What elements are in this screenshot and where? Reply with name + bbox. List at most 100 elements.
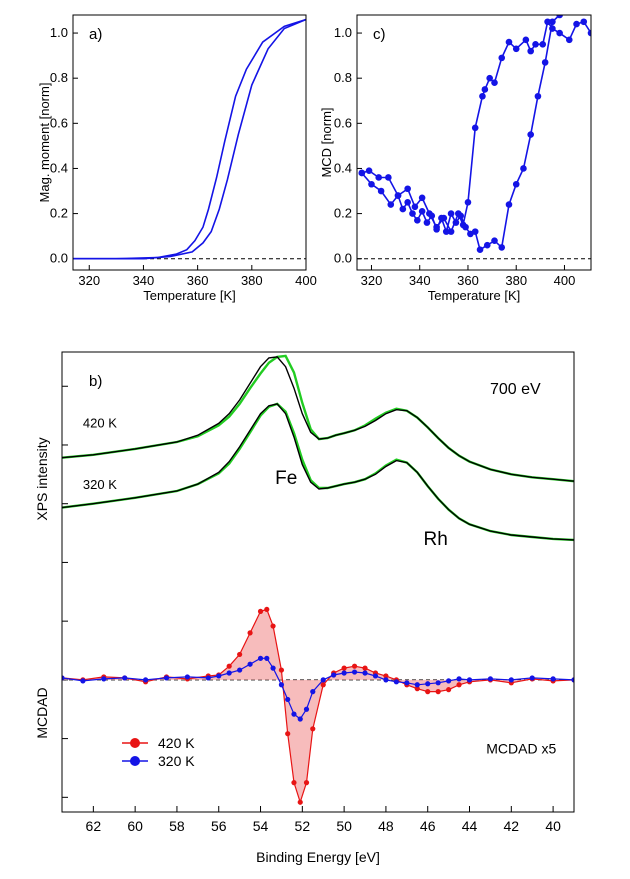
x-tick-label-320: 320 [78, 273, 100, 288]
xps-420-k-black-line [62, 356, 574, 482]
point-heating [428, 212, 436, 220]
panel-c-series [358, 15, 591, 253]
annotation-fe: Fe [275, 468, 297, 489]
mcdad-320k-point [247, 661, 253, 667]
point-heating [452, 219, 460, 226]
y-tick-label-0.2: 0.2 [334, 206, 352, 221]
mcdad-320k-point [351, 669, 358, 675]
y-tick-label-0.0: 0.0 [334, 251, 352, 266]
mcdad-320k-point [291, 711, 297, 717]
point-cooling [565, 36, 573, 44]
x-tick-label-44: 44 [462, 818, 478, 834]
panel-b: 62 60 58 56 54 52 50 48 46 44 42 40 b) 700 eV Bindi… [34, 351, 575, 865]
mcdad-320k-point [508, 677, 514, 683]
x-tick-label-56: 56 [211, 818, 227, 834]
mcdad-320k-point [341, 670, 347, 676]
point-heating [409, 210, 416, 217]
panel-b-series [62, 354, 574, 805]
y-tick-label-0.8: 0.8 [50, 70, 68, 85]
series-cooling-line [73, 18, 306, 260]
annotation-rh: Rh [424, 529, 448, 550]
mcdad-320k-point [425, 681, 431, 687]
point-cooling [375, 174, 383, 181]
mcdad-320k-point [264, 655, 270, 661]
mcdad-320k-point [270, 665, 276, 671]
mcdad-320k-point [257, 655, 264, 661]
x-tick-label-400: 400 [295, 273, 317, 288]
mcdad-320k-point [297, 716, 303, 722]
legend-320k-marker [130, 756, 140, 766]
y-tick-label-1.0: 1.0 [334, 25, 352, 40]
point-heating [512, 180, 520, 188]
mcdad-420k-point [320, 682, 326, 688]
x-tick-label-380: 380 [241, 273, 263, 288]
mcdad-320k-point [142, 677, 149, 683]
point-heating [471, 228, 479, 235]
mcdad-420k-point [303, 780, 310, 786]
x-tick-label-50: 50 [336, 818, 352, 834]
legend-420k-marker [130, 738, 140, 748]
point-heating [447, 210, 455, 217]
legend-320k-label: 320 K [158, 753, 195, 769]
panel-b-ylabel-xps: XPS intensity [34, 437, 50, 520]
point-cooling [505, 38, 513, 46]
annotation-420k: 420 K [83, 415, 117, 430]
y-tick-label-0.8: 0.8 [334, 70, 352, 85]
point-cooling [418, 194, 426, 202]
mcdad-320k-point [62, 675, 65, 681]
point-heating [534, 92, 542, 100]
panel-a-xlabel: Temperature [K] [143, 288, 236, 303]
panel-c-ylabel: MCD [norm] [319, 107, 334, 177]
y-tick-label-0.6: 0.6 [334, 115, 352, 130]
mcdad-320k-point [303, 706, 310, 712]
point-cooling [479, 92, 486, 100]
panel-c-frame [356, 14, 592, 271]
mcdad-420k-point [341, 665, 347, 671]
x-tick-label-380: 380 [505, 273, 527, 288]
legend-420k-label: 420 K [158, 735, 195, 751]
point-heating [377, 187, 385, 195]
point-heating [387, 201, 395, 208]
mcdad-320k-point [101, 676, 107, 682]
point-cooling [532, 41, 539, 48]
point-heating [394, 192, 402, 199]
y-tick-label-1.0: 1.0 [50, 25, 68, 40]
point-cooling [580, 18, 588, 26]
y-tick-label-0.2: 0.2 [50, 206, 68, 221]
point-cooling [512, 45, 520, 53]
point-cooling [573, 20, 580, 28]
mcdad-320k-point [122, 675, 128, 681]
panel-b-ylabel-mcdad: MCDAD [34, 687, 50, 738]
x-tick-label-54: 54 [253, 818, 269, 834]
mcdad-420k-point [291, 780, 297, 786]
y-tick-label-0.6: 0.6 [50, 115, 68, 130]
mcdad-320k-point [466, 677, 473, 683]
mcdad-420k-point [435, 689, 441, 695]
mcdad-320k-point [404, 680, 410, 686]
xps-320-k-black-line [62, 403, 574, 541]
mcdad-420k-point [456, 682, 462, 688]
panel-c-label: c) [373, 26, 386, 43]
mcdad-420k-point [247, 630, 253, 636]
point-cooling [404, 185, 411, 193]
point-heating [438, 214, 445, 222]
point-cooling [447, 228, 455, 235]
point-cooling [498, 54, 506, 62]
point-heating [556, 15, 563, 19]
mcdad-420k-point [226, 663, 232, 669]
point-cooling [385, 174, 392, 181]
panel-b-frame [61, 351, 575, 813]
panel-c: 320 340 360 380 400 0.0 0.2 0.4 0.6 0.8 1.0 c) Tem… [319, 14, 592, 303]
mcdad-420k-point [297, 799, 303, 805]
point-heating [483, 241, 491, 249]
x-tick-label-42: 42 [504, 818, 520, 834]
mcdad-320k-point [372, 673, 379, 679]
y-tick-label-0.0: 0.0 [50, 251, 68, 266]
point-heating [423, 219, 431, 226]
mcdad-320k-point [278, 682, 285, 688]
x-tick-label-400: 400 [554, 273, 576, 288]
x-tick-label-48: 48 [378, 818, 394, 834]
mcdad-320k-point [414, 682, 420, 688]
mcdad-420k-line [62, 608, 574, 805]
